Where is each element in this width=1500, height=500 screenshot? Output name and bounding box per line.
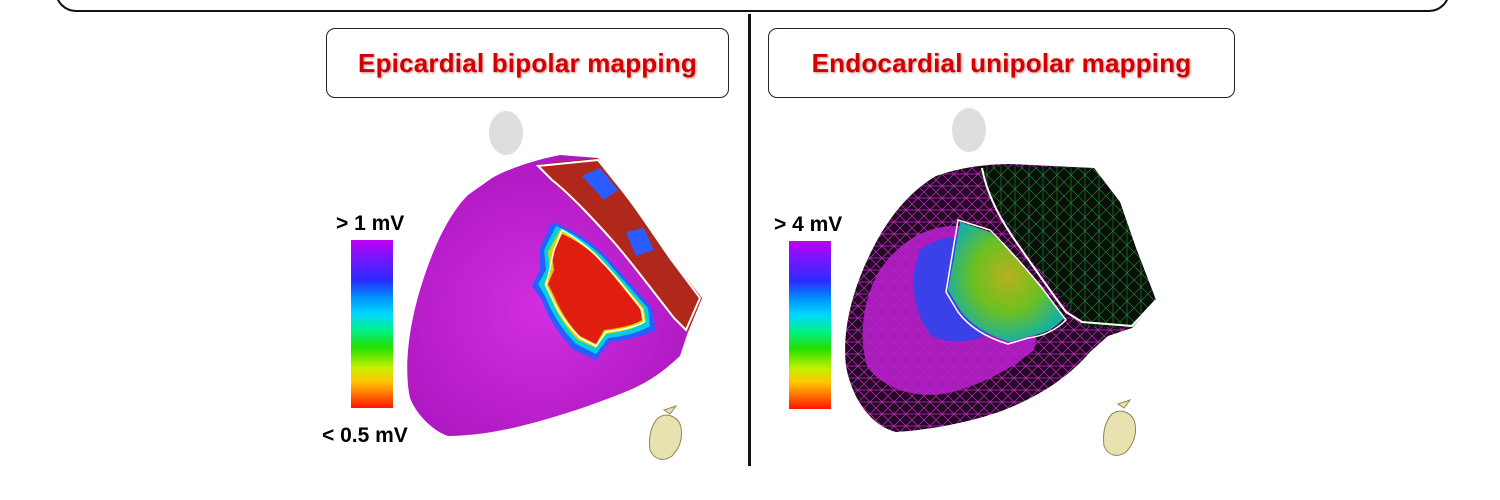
heart-orientation-icon xyxy=(1103,399,1137,456)
epicardial-title: Epicardial bipolar mapping xyxy=(358,47,697,78)
epicardial-strip-outline xyxy=(535,158,702,332)
head-silhouette-icon xyxy=(952,108,986,152)
epicardial-scale-max-label: > 1 mV xyxy=(336,212,405,235)
epicardial-lateral-strip xyxy=(540,158,702,332)
epicardial-scale-min-label: < 0.5 mV xyxy=(322,424,408,447)
endocardial-voltage-scale-bar xyxy=(789,241,831,409)
endocardial-scale-max-label: > 4 mV xyxy=(774,213,843,236)
endocardial-green-mesh-region xyxy=(982,166,1156,328)
epicardial-voltage-scale-bar xyxy=(351,240,393,408)
epicardial-scar-outline xyxy=(545,228,645,347)
heart-orientation-icon xyxy=(649,405,683,460)
endocardial-strip-outline xyxy=(981,167,1157,328)
head-silhouette-icon xyxy=(489,111,523,155)
endocardial-scar-outline xyxy=(945,219,1067,345)
endocardial-scar-region xyxy=(948,222,1064,342)
endocardial-title: Endocardial unipolar mapping xyxy=(811,47,1192,78)
panel-divider xyxy=(748,14,751,466)
epicardial-strip-patches xyxy=(582,168,654,256)
epicardial-scar-core xyxy=(548,234,642,344)
epicardial-title-box: Epicardial bipolar mapping xyxy=(326,28,729,98)
endocardial-title-box: Endocardial unipolar mapping xyxy=(768,28,1235,98)
